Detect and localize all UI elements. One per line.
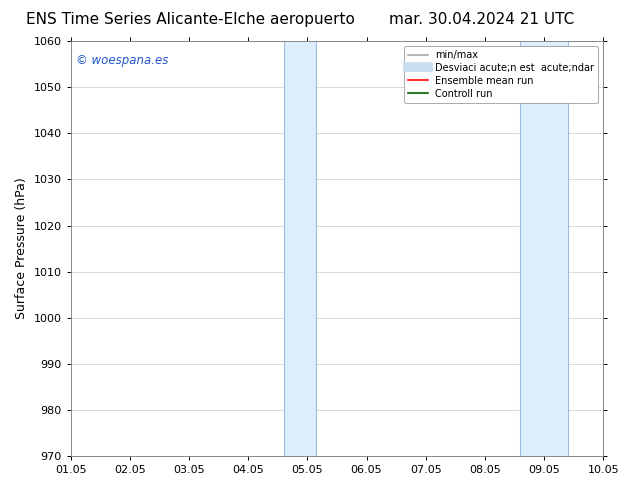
Y-axis label: Surface Pressure (hPa): Surface Pressure (hPa) xyxy=(15,178,28,319)
Bar xyxy=(521,41,567,456)
Text: mar. 30.04.2024 21 UTC: mar. 30.04.2024 21 UTC xyxy=(389,12,574,27)
Text: ENS Time Series Alicante-Elche aeropuerto: ENS Time Series Alicante-Elche aeropuert… xyxy=(26,12,354,27)
Bar xyxy=(283,41,316,456)
Legend: min/max, Desviaci acute;n est  acute;ndar, Ensemble mean run, Controll run: min/max, Desviaci acute;n est acute;ndar… xyxy=(404,46,598,102)
Text: © woespana.es: © woespana.es xyxy=(76,54,169,67)
